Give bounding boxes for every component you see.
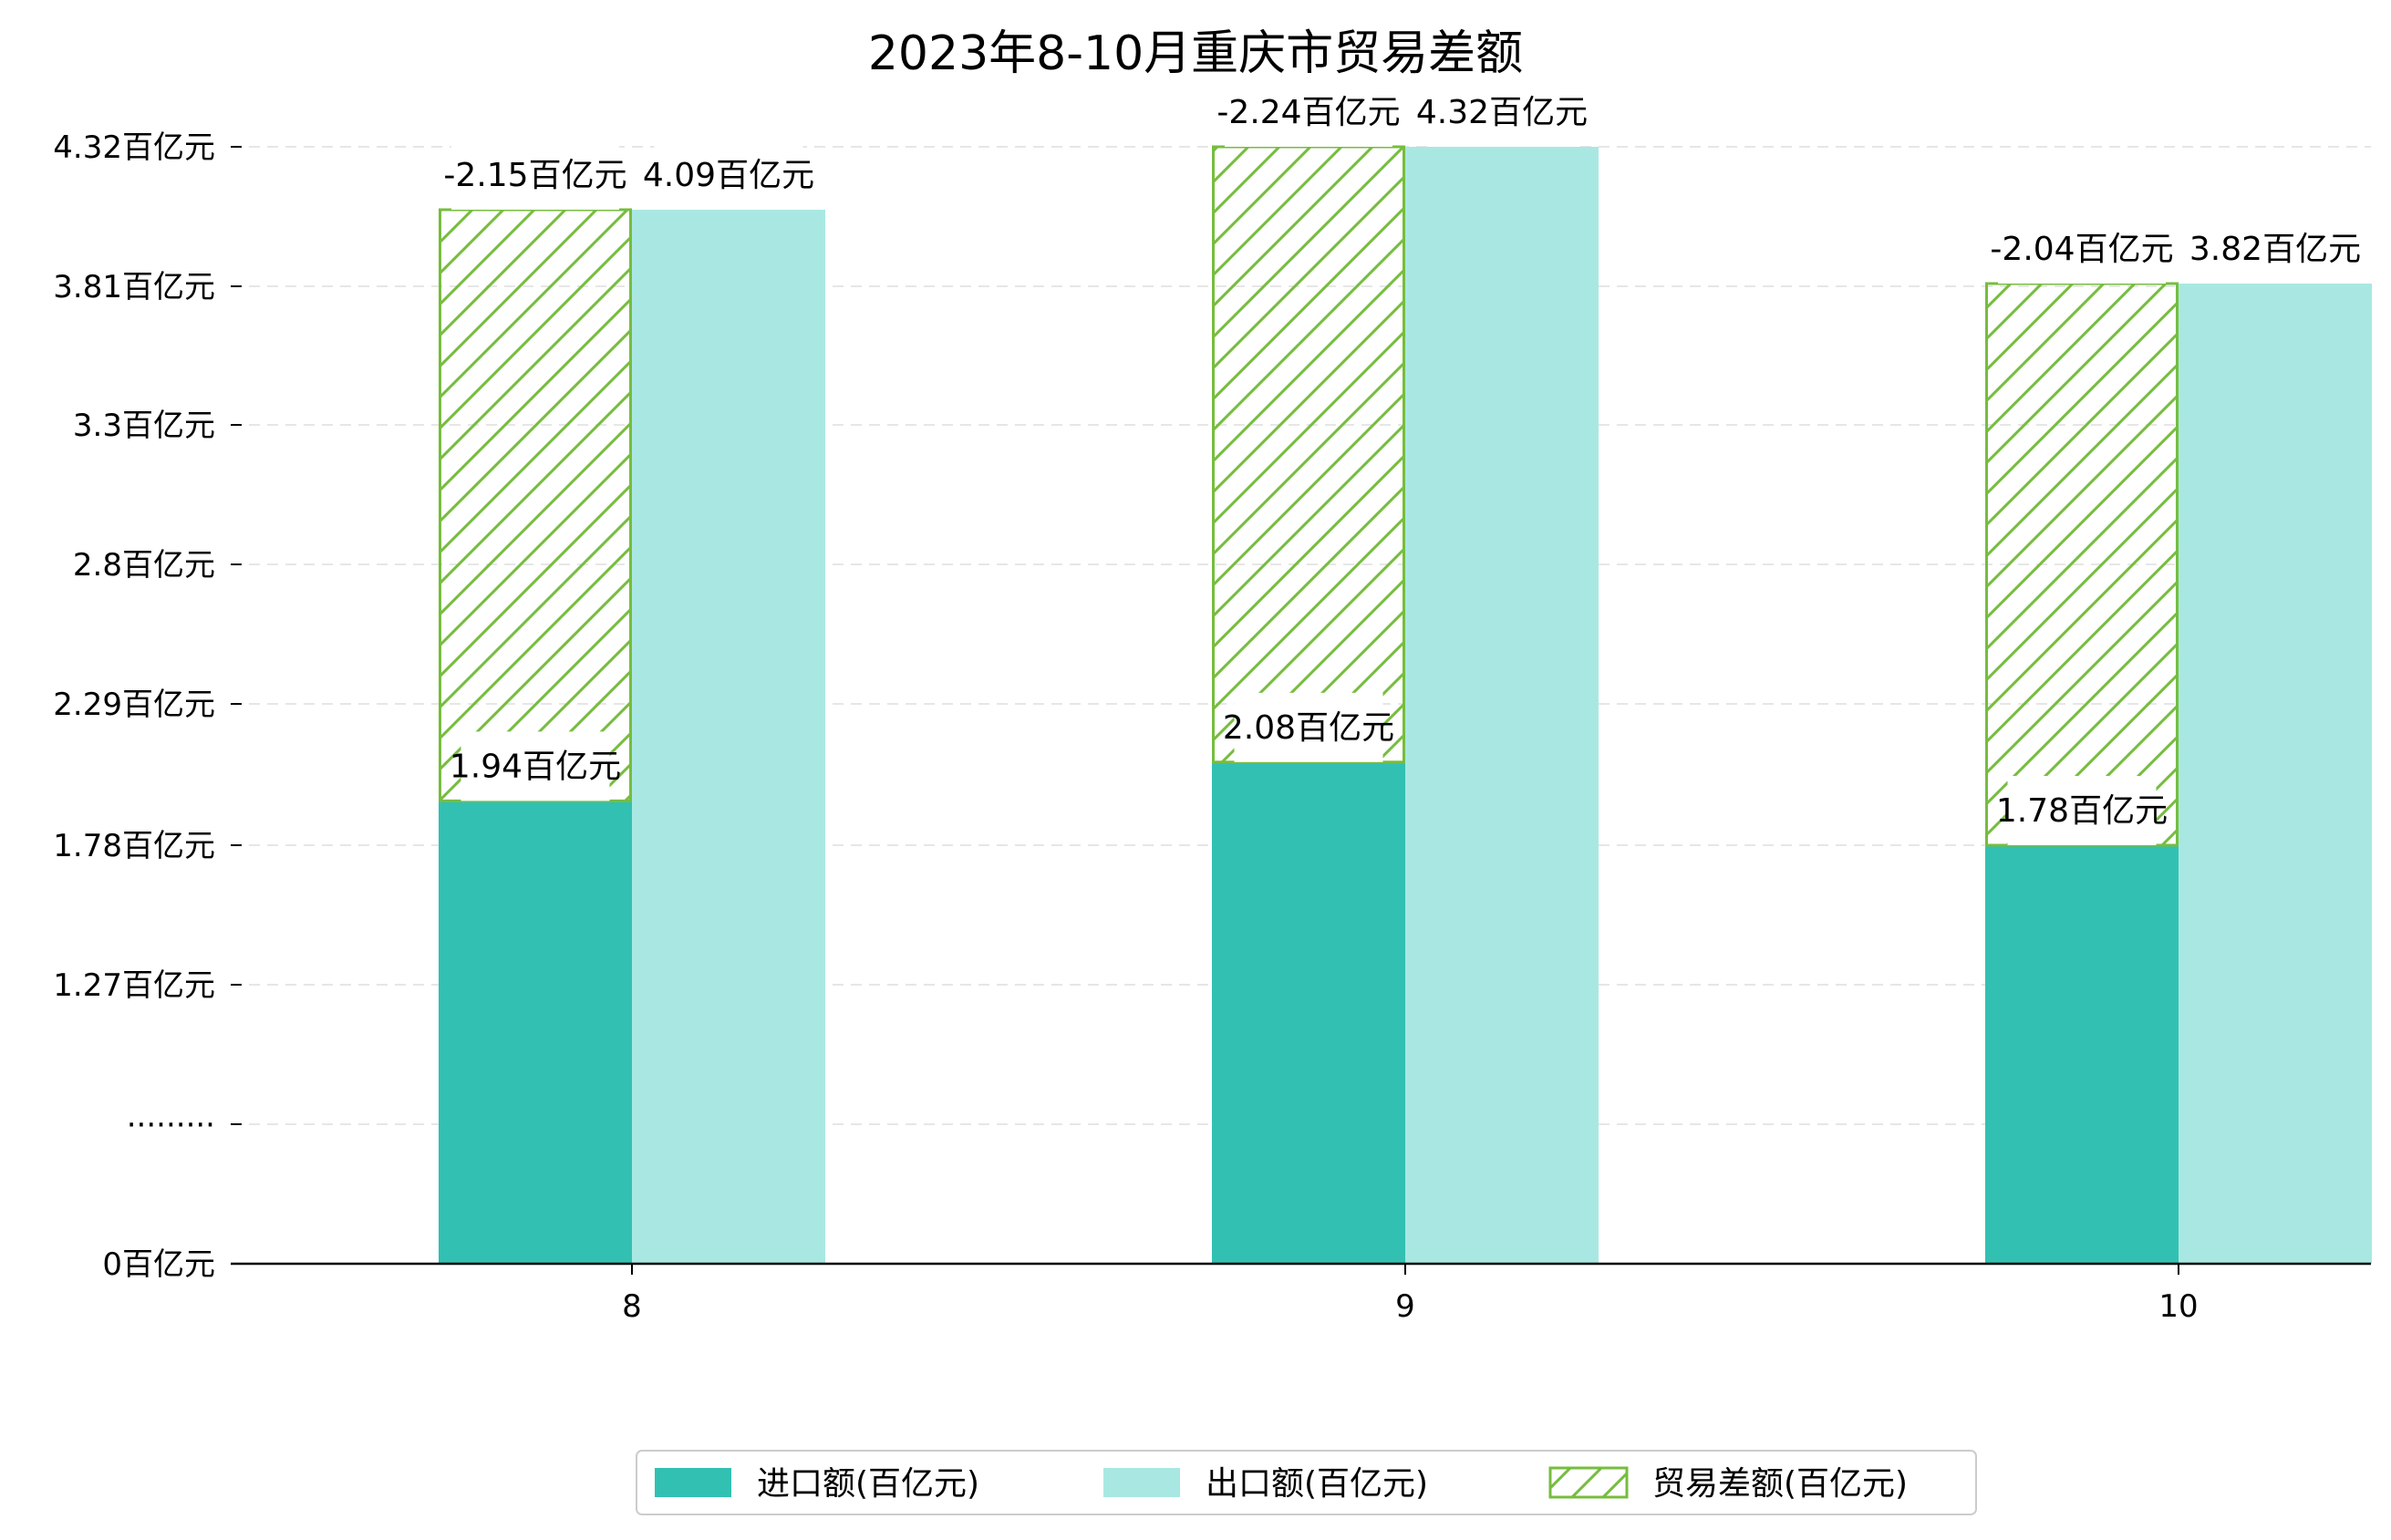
data-label-text: 1.94百亿元 [450, 748, 621, 785]
x-tick-label: 8 [622, 1288, 642, 1325]
legend-item-import: 进口额(百亿元) [655, 1465, 979, 1503]
legend-label: 出口额(百亿元) [1206, 1465, 1428, 1503]
data-label-text: 2.08百亿元 [1223, 709, 1394, 747]
data-label-trade-balance: -2.15百亿元 [443, 140, 627, 210]
x-tick-label: 10 [2158, 1288, 2198, 1325]
bar-trade-balance [439, 208, 632, 802]
data-label-box [1427, 78, 1577, 147]
legend-swatch [1548, 1466, 1629, 1499]
axes: 0百亿元 ········· 1.27百亿元 1.78百亿元 2.29百亿元 2.8百亿元… [53, 129, 2371, 1325]
y-tick-label: 1.27百亿元 [53, 967, 215, 1004]
bar-import [439, 801, 632, 1264]
data-label-text: -2.15百亿元 [443, 157, 626, 194]
y-tick-label: 3.3百亿元 [73, 408, 215, 444]
bar-export [632, 210, 825, 1264]
legend-swatch [655, 1468, 731, 1497]
bar-import [1985, 845, 2179, 1264]
bar-trade-balance [1985, 282, 2179, 847]
legend-item-trade-balance: 贸易差额(百亿元) [1548, 1465, 1908, 1503]
data-label-export: 3.82百亿元 [2189, 214, 2361, 284]
legend-frame [636, 1450, 1977, 1515]
data-labels: 1.94百亿元 4.09百亿元 -2.15百亿元 2.08百亿元 4.32百亿元 -2.2… [443, 78, 2361, 845]
data-label-text: 1.78百亿元 [1996, 792, 2168, 830]
data-label-box [1998, 214, 2166, 284]
legend-label: 贸易差额(百亿元) [1652, 1465, 1908, 1503]
legend-swatch [1103, 1468, 1180, 1497]
data-label-import: 2.08百亿元 [1223, 692, 1394, 762]
y-tick-label: 2.29百亿元 [53, 687, 215, 723]
bar-export [2179, 284, 2372, 1264]
bar-export [1405, 147, 1599, 1264]
data-label-text: -2.04百亿元 [1990, 231, 2173, 268]
data-label-box [654, 140, 803, 210]
bars [439, 145, 2372, 1264]
legend-label: 进口额(百亿元) [757, 1465, 979, 1503]
data-label-box [451, 140, 619, 210]
y-tick-label: 3.81百亿元 [53, 269, 215, 305]
data-label-box [1234, 692, 1383, 762]
y-tick-label: 1.78百亿元 [53, 828, 215, 864]
data-label-export: 4.09百亿元 [643, 140, 814, 210]
y-tick-label: 0百亿元 [102, 1246, 215, 1283]
legend: 进口额(百亿元) 出口额(百亿元) 贸易差额(百亿元) [636, 1450, 1977, 1515]
legend-item-export: 出口额(百亿元) [1103, 1465, 1428, 1503]
data-label-text: 3.82百亿元 [2189, 231, 2361, 268]
data-label-box [461, 731, 610, 801]
y-tick-label: 2.8百亿元 [73, 547, 215, 584]
data-label-trade-balance: -2.24百亿元 [1216, 78, 1401, 147]
data-label-box [2200, 214, 2350, 284]
data-label-text: 4.32百亿元 [1416, 94, 1588, 131]
bar-import [1212, 761, 1405, 1264]
y-tick-label: ········· [127, 1107, 215, 1143]
data-label-import: 1.94百亿元 [450, 731, 621, 801]
data-label-text: 4.09百亿元 [643, 157, 814, 194]
chart-title: 2023年8-10月重庆市贸易差额 [868, 26, 1523, 81]
data-label-export: 4.32百亿元 [1416, 78, 1588, 147]
data-label-box [2007, 776, 2157, 845]
data-label-trade-balance: -2.04百亿元 [1990, 214, 2174, 284]
data-label-import: 1.78百亿元 [1996, 776, 2168, 845]
bar-trade-balance [1212, 145, 1405, 764]
data-label-text: -2.24百亿元 [1216, 94, 1400, 131]
x-tick-label: 9 [1395, 1288, 1415, 1325]
data-label-box [1225, 78, 1392, 147]
y-tick-label: 4.32百亿元 [53, 129, 215, 166]
